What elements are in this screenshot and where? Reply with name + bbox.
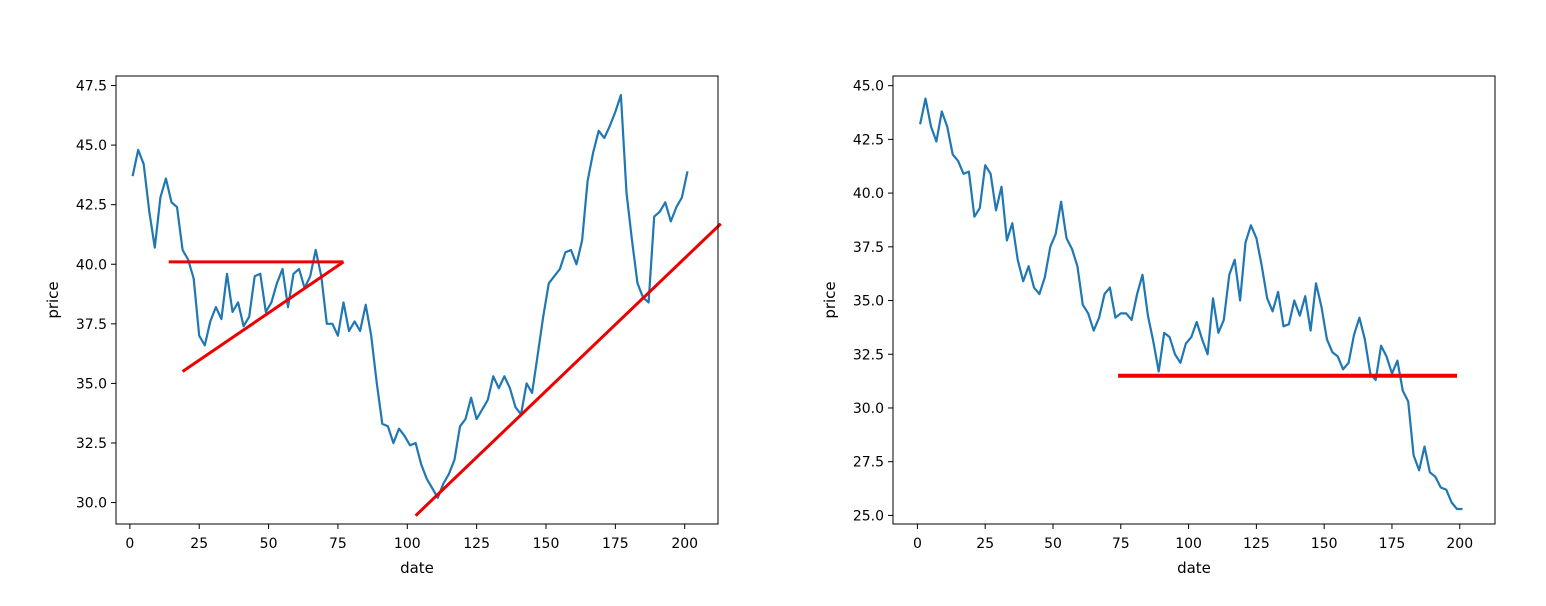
left-y-tick-label: 47.5 (76, 79, 107, 95)
left-y-tick-label: 42.5 (76, 198, 107, 214)
left-x-tick-label: 150 (533, 536, 560, 552)
right-x-axis-label: date (1177, 559, 1211, 577)
right-y-tick-label: 35.0 (853, 294, 884, 310)
right-x-tick-label: 0 (913, 536, 922, 552)
right-y-axis-label: price (821, 281, 839, 318)
left-x-tick-label: 25 (190, 536, 208, 552)
right-axes-frame (892, 75, 1496, 525)
left-x-tick-label: 100 (394, 536, 421, 552)
left-price-chart: date price 0 25 50 75 100 125 150 175 200 30.0 32.… (44, 75, 722, 577)
left-x-tick-label: 175 (602, 536, 629, 552)
right-y-tick-label: 42.5 (853, 132, 884, 148)
right-x-tick-label: 175 (1379, 536, 1406, 552)
left-x-axis-label: date (400, 559, 434, 577)
left-x-tick-label: 0 (125, 536, 134, 552)
right-y-tick-label: 25.0 (853, 508, 884, 524)
left-x-tick-label: 75 (329, 536, 347, 552)
right-x-tick-label: 25 (976, 536, 994, 552)
left-x-tick-label: 200 (671, 536, 698, 552)
left-y-tick-label: 45.0 (76, 138, 107, 154)
left-trend-line-2 (181, 260, 345, 373)
left-y-tick-label: 40.0 (76, 257, 107, 273)
left-price-series-line (131, 93, 689, 499)
right-y-tick-label: 32.5 (853, 347, 884, 363)
left-y-tick-label: 30.0 (76, 496, 107, 512)
right-price-chart: date price 0 25 50 75 100 125 150 175 200 25.0 27.… (821, 75, 1496, 577)
left-y-tick-label: 35.0 (76, 376, 107, 392)
right-y-tick-label: 37.5 (853, 240, 884, 256)
right-y-tick-label: 27.5 (853, 455, 884, 471)
left-axes-frame (115, 75, 719, 525)
left-y-axis-label: price (44, 281, 62, 318)
right-y-tick-label: 30.0 (853, 401, 884, 417)
left-y-tick-label: 32.5 (76, 436, 107, 452)
left-x-tick-label: 125 (463, 536, 490, 552)
right-y-tick-label: 45.0 (853, 79, 884, 95)
right-x-tick-label: 75 (1112, 536, 1130, 552)
right-x-tick-label: 50 (1044, 536, 1062, 552)
right-x-tick-label: 150 (1311, 536, 1338, 552)
left-x-tick-label: 50 (260, 536, 278, 552)
right-x-tick-label: 200 (1446, 536, 1473, 552)
left-y-tick-label: 37.5 (76, 317, 107, 333)
right-y-tick-label: 40.0 (853, 186, 884, 202)
left-trend-line-3 (414, 222, 722, 517)
right-x-tick-label: 125 (1243, 536, 1270, 552)
right-x-tick-label: 100 (1175, 536, 1202, 552)
